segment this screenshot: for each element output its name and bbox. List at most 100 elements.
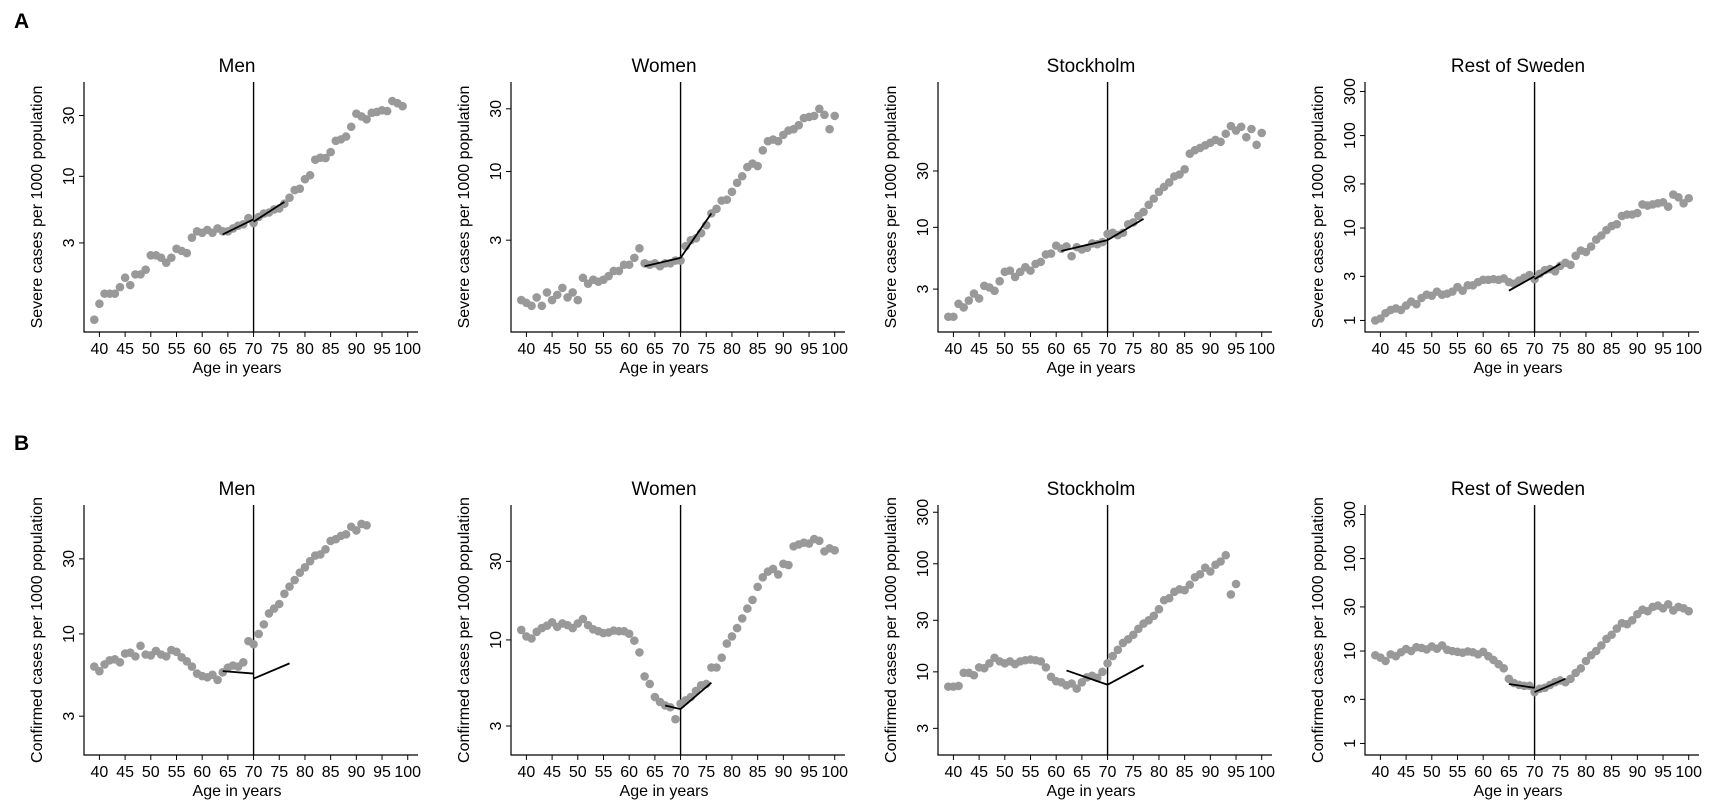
x-tick-label: 50 [1423, 341, 1441, 358]
data-point [1612, 220, 1621, 229]
data-point [280, 589, 289, 598]
data-point [784, 561, 793, 570]
y-tick-label: 3 [61, 712, 78, 721]
x-tick-label: 80 [723, 764, 741, 781]
x-tick-label: 85 [749, 341, 767, 358]
x-tick-label: 95 [373, 764, 391, 781]
y-axis-label: Confirmed cases per 1000 population [456, 497, 473, 763]
y-tick-label: 3 [915, 724, 932, 733]
fit-line [1108, 665, 1144, 684]
x-tick-label: 85 [1176, 341, 1194, 358]
data-point [1499, 664, 1508, 673]
data-point [1216, 137, 1225, 146]
data-point [733, 624, 742, 633]
x-tick-label: 90 [347, 341, 365, 358]
x-tick-label: 80 [1577, 764, 1595, 781]
x-tick-label: 80 [1150, 764, 1168, 781]
x-tick-label: 40 [945, 341, 963, 358]
x-tick-label: 70 [1526, 341, 1544, 358]
data-point [728, 632, 737, 641]
data-point [630, 636, 639, 645]
y-axis-label: Severe cases per 1000 population [29, 86, 46, 329]
axes [84, 505, 418, 755]
x-tick-label: 70 [1099, 764, 1117, 781]
y-tick-label: 30 [915, 611, 932, 629]
y-tick-label: 300 [1342, 78, 1359, 105]
data-point [758, 146, 767, 155]
data-point [121, 273, 130, 282]
x-tick-label: 45 [543, 341, 561, 358]
x-tick-label: 50 [142, 764, 160, 781]
data-point [640, 672, 649, 681]
data-point [625, 260, 634, 269]
data-point [723, 195, 732, 204]
data-point [553, 291, 562, 300]
data-point [794, 121, 803, 130]
data-point [136, 642, 145, 651]
x-tick-label: 70 [1099, 341, 1117, 358]
x-tick-label: 85 [749, 764, 767, 781]
x-tick-label: 55 [168, 764, 186, 781]
y-tick-label: 3 [1342, 272, 1359, 281]
data-point [239, 658, 248, 667]
data-point [1047, 249, 1056, 258]
panel-title: Stockholm [1047, 479, 1136, 500]
x-tick-label: 50 [996, 764, 1014, 781]
y-tick-label: 300 [1342, 501, 1359, 528]
x-tick-label: 95 [1227, 341, 1245, 358]
x-tick-label: 70 [672, 341, 690, 358]
x-tick-label: 45 [543, 764, 561, 781]
y-tick-label: 3 [488, 721, 505, 730]
y-tick-label: 1 [1342, 316, 1359, 325]
y-axis-label: Confirmed cases per 1000 population [29, 497, 46, 763]
x-tick-label: 45 [116, 764, 134, 781]
y-axis-label: Confirmed cases per 1000 population [883, 497, 900, 763]
y-tick-label: 10 [61, 625, 78, 643]
x-tick-label: 55 [1022, 341, 1040, 358]
x-tick-label: 65 [646, 764, 664, 781]
x-tick-label: 80 [296, 764, 314, 781]
data-point [825, 125, 834, 134]
data-point [1150, 194, 1159, 203]
y-tick-label: 10 [61, 167, 78, 185]
x-tick-label: 50 [569, 764, 587, 781]
data-point [1566, 261, 1575, 270]
data-point [306, 171, 315, 180]
panel-letter-a: A [14, 10, 29, 33]
panel-letter-b: B [14, 432, 29, 455]
data-point [830, 112, 839, 121]
data-point [1036, 258, 1045, 267]
data-point [820, 111, 829, 120]
panel-a-women: Women3103040 45 50 55 60 65 70 75 80 85 90 95 100Age… [456, 56, 848, 377]
data-point [1114, 645, 1123, 654]
x-tick-label: 50 [1423, 764, 1441, 781]
data-point [810, 112, 819, 121]
data-point [321, 545, 330, 554]
x-tick-label: 45 [970, 764, 988, 781]
data-point [538, 301, 547, 310]
x-tick-label: 40 [91, 764, 109, 781]
y-tick-label: 30 [488, 100, 505, 118]
data-point [1252, 140, 1261, 149]
x-tick-label: 55 [1449, 764, 1467, 781]
x-tick-label: 95 [800, 764, 818, 781]
x-tick-label: 100 [1248, 764, 1275, 781]
data-point [568, 288, 577, 297]
data-point [90, 315, 99, 324]
panel-a-stockholm: Stockholm 3 10 30 40 45 50 55 60 65 70 75 80 85 90 95 10… [883, 56, 1275, 377]
data-point [954, 682, 963, 691]
x-tick-label: 95 [1654, 341, 1672, 358]
y-tick-label: 30 [488, 552, 505, 570]
x-tick-label: 40 [1372, 764, 1390, 781]
data-point [1180, 165, 1189, 174]
x-tick-label: 60 [193, 764, 211, 781]
panel-title: Rest of Sweden [1451, 479, 1585, 500]
data-point [1242, 133, 1251, 142]
data-point [249, 640, 258, 649]
x-tick-label: 85 [322, 341, 340, 358]
data-point [738, 172, 747, 181]
data-point [1227, 590, 1236, 599]
x-tick-label: 65 [1073, 341, 1091, 358]
